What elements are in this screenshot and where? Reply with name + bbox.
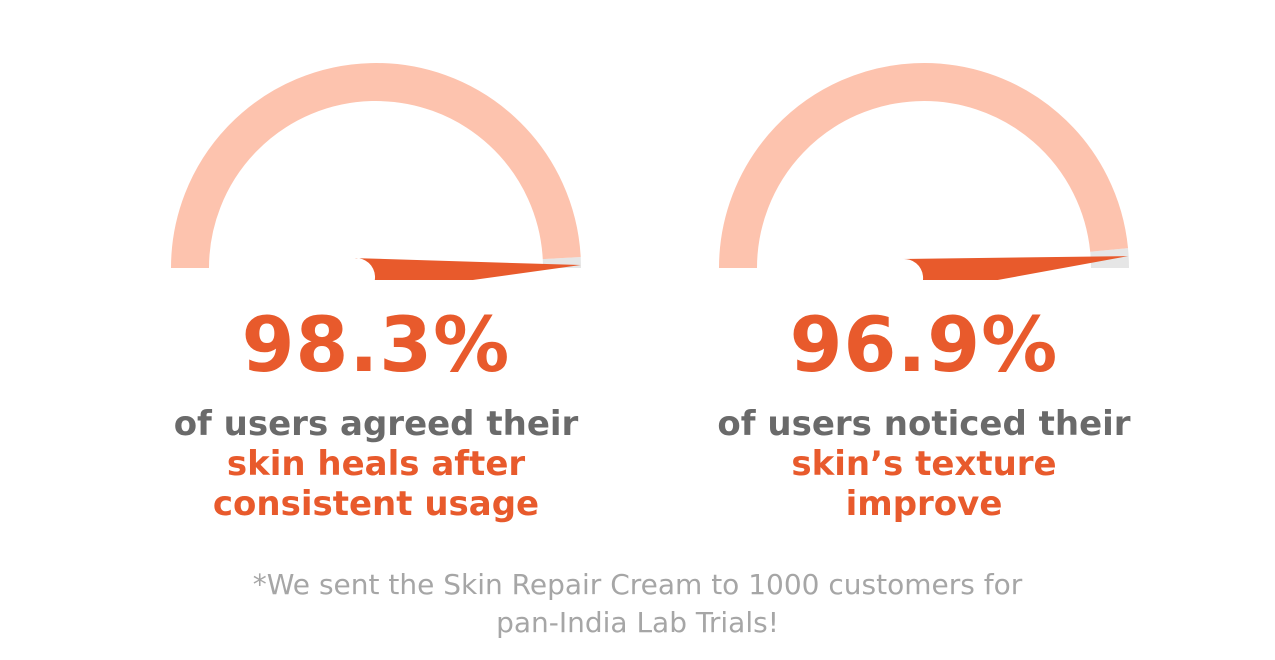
gauge-2-value-label: 96.9% <box>789 300 1059 389</box>
gauge-1-caption-line-3: consistent usage <box>212 484 540 524</box>
gauge-2-caption-line-1: of users noticed their <box>717 404 1131 444</box>
footnote: *We sent the Skin Repair Cream to 1000 c… <box>0 566 1275 642</box>
gauge-2-caption-line-3: improve <box>845 484 1003 524</box>
footnote-line-2: pan-India Lab Trials! <box>496 606 779 639</box>
gauge-chart-1 <box>171 63 581 280</box>
gauge-chart-2 <box>719 63 1129 280</box>
gauge-1-caption-line-1: of users agreed their <box>173 404 579 444</box>
gauge-2-caption-line-2: skin’s texture <box>791 444 1057 484</box>
gauge-card-1: 98.3% of users agreed their skin heals a… <box>116 0 636 540</box>
footnote-line-1: *We sent the Skin Repair Cream to 1000 c… <box>252 568 1023 601</box>
gauge-1-value-label: 98.3% <box>241 300 511 389</box>
gauge-2-value-arc <box>719 63 1129 269</box>
gauge-1-needle <box>355 258 581 280</box>
gauge-1-caption-line-2: skin heals after <box>226 444 526 484</box>
gauge-2-needle <box>902 256 1129 280</box>
gauge-2-caption: of users noticed their skin’s texture im… <box>664 404 1184 524</box>
gauge-1-caption: of users agreed their skin heals after c… <box>116 404 636 524</box>
gauge-1-value-arc <box>171 63 581 269</box>
gauge-card-2: 96.9% of users noticed their skin’s text… <box>664 0 1184 540</box>
